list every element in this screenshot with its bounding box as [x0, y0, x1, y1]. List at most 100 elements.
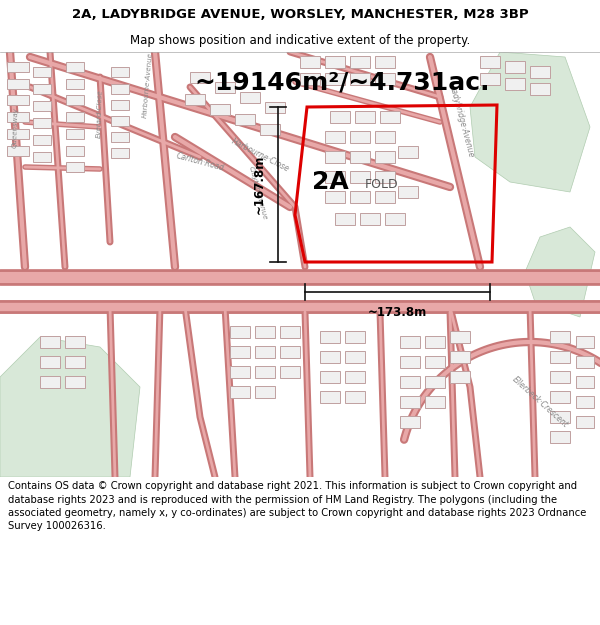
FancyBboxPatch shape [66, 129, 84, 139]
FancyBboxPatch shape [7, 79, 29, 89]
FancyBboxPatch shape [550, 411, 570, 423]
FancyBboxPatch shape [425, 336, 445, 348]
FancyBboxPatch shape [65, 376, 85, 388]
FancyBboxPatch shape [400, 416, 420, 428]
FancyBboxPatch shape [380, 111, 400, 123]
FancyBboxPatch shape [345, 331, 365, 343]
FancyBboxPatch shape [450, 331, 470, 343]
FancyBboxPatch shape [335, 213, 355, 225]
Text: Clayton·Avenue: Clayton·Avenue [248, 165, 268, 220]
FancyBboxPatch shape [320, 371, 340, 383]
FancyBboxPatch shape [505, 78, 525, 90]
FancyBboxPatch shape [320, 391, 340, 403]
FancyBboxPatch shape [550, 351, 570, 363]
FancyBboxPatch shape [576, 376, 594, 388]
FancyBboxPatch shape [450, 351, 470, 363]
FancyBboxPatch shape [300, 56, 320, 68]
FancyBboxPatch shape [325, 73, 345, 85]
FancyBboxPatch shape [280, 326, 300, 338]
FancyBboxPatch shape [7, 129, 29, 139]
FancyBboxPatch shape [550, 371, 570, 383]
FancyBboxPatch shape [400, 376, 420, 388]
FancyBboxPatch shape [530, 83, 550, 95]
Text: 2A: 2A [311, 170, 349, 194]
FancyBboxPatch shape [375, 151, 395, 163]
FancyBboxPatch shape [185, 94, 205, 104]
FancyBboxPatch shape [255, 386, 275, 398]
FancyBboxPatch shape [350, 151, 370, 163]
FancyBboxPatch shape [400, 356, 420, 368]
FancyBboxPatch shape [7, 112, 29, 122]
FancyBboxPatch shape [280, 366, 300, 378]
FancyBboxPatch shape [40, 376, 60, 388]
FancyBboxPatch shape [240, 91, 260, 103]
Text: ~167.8m: ~167.8m [253, 155, 266, 214]
FancyBboxPatch shape [230, 346, 250, 358]
FancyBboxPatch shape [325, 191, 345, 203]
FancyBboxPatch shape [66, 79, 84, 89]
FancyBboxPatch shape [66, 112, 84, 122]
FancyBboxPatch shape [111, 116, 129, 126]
FancyBboxPatch shape [398, 186, 418, 198]
FancyBboxPatch shape [550, 331, 570, 343]
Text: Contains OS data © Crown copyright and database right 2021. This information is : Contains OS data © Crown copyright and d… [8, 481, 586, 531]
FancyBboxPatch shape [66, 95, 84, 105]
FancyBboxPatch shape [505, 61, 525, 73]
FancyBboxPatch shape [325, 151, 345, 163]
Polygon shape [470, 52, 590, 192]
FancyBboxPatch shape [345, 371, 365, 383]
Text: ~173.8m: ~173.8m [368, 306, 427, 319]
FancyBboxPatch shape [350, 56, 370, 68]
Polygon shape [525, 227, 595, 317]
FancyBboxPatch shape [33, 118, 51, 128]
FancyBboxPatch shape [350, 131, 370, 143]
FancyBboxPatch shape [7, 146, 29, 156]
Text: Ellerbeck·Crescent: Ellerbeck·Crescent [510, 374, 569, 429]
FancyBboxPatch shape [400, 336, 420, 348]
FancyBboxPatch shape [350, 191, 370, 203]
FancyBboxPatch shape [230, 366, 250, 378]
FancyBboxPatch shape [320, 331, 340, 343]
FancyBboxPatch shape [111, 67, 129, 77]
FancyBboxPatch shape [260, 124, 280, 134]
FancyBboxPatch shape [375, 191, 395, 203]
FancyBboxPatch shape [65, 356, 85, 368]
Text: Map shows position and indicative extent of the property.: Map shows position and indicative extent… [130, 34, 470, 47]
FancyBboxPatch shape [235, 114, 255, 124]
FancyBboxPatch shape [230, 386, 250, 398]
FancyBboxPatch shape [355, 111, 375, 123]
FancyBboxPatch shape [375, 131, 395, 143]
FancyBboxPatch shape [65, 336, 85, 348]
FancyBboxPatch shape [33, 152, 51, 162]
FancyBboxPatch shape [480, 73, 500, 85]
FancyBboxPatch shape [550, 431, 570, 443]
FancyBboxPatch shape [345, 351, 365, 363]
FancyBboxPatch shape [350, 171, 370, 183]
FancyBboxPatch shape [360, 213, 380, 225]
FancyBboxPatch shape [33, 135, 51, 145]
FancyBboxPatch shape [350, 73, 370, 85]
FancyBboxPatch shape [33, 84, 51, 94]
FancyBboxPatch shape [190, 71, 210, 82]
FancyBboxPatch shape [576, 356, 594, 368]
FancyBboxPatch shape [398, 146, 418, 158]
Text: Queensway: Queensway [11, 107, 19, 148]
FancyBboxPatch shape [111, 84, 129, 94]
FancyBboxPatch shape [550, 391, 570, 403]
FancyBboxPatch shape [265, 101, 285, 112]
FancyBboxPatch shape [300, 73, 320, 85]
Text: Harbourne·Close: Harbourne·Close [230, 137, 291, 174]
FancyBboxPatch shape [40, 356, 60, 368]
Text: Carlton·Road: Carlton·Road [175, 151, 225, 173]
FancyBboxPatch shape [375, 171, 395, 183]
FancyBboxPatch shape [40, 336, 60, 348]
FancyBboxPatch shape [425, 356, 445, 368]
FancyBboxPatch shape [425, 376, 445, 388]
FancyBboxPatch shape [425, 396, 445, 408]
FancyBboxPatch shape [400, 396, 420, 408]
FancyBboxPatch shape [111, 148, 129, 158]
FancyBboxPatch shape [576, 396, 594, 408]
FancyBboxPatch shape [255, 326, 275, 338]
FancyBboxPatch shape [255, 366, 275, 378]
FancyBboxPatch shape [385, 213, 405, 225]
